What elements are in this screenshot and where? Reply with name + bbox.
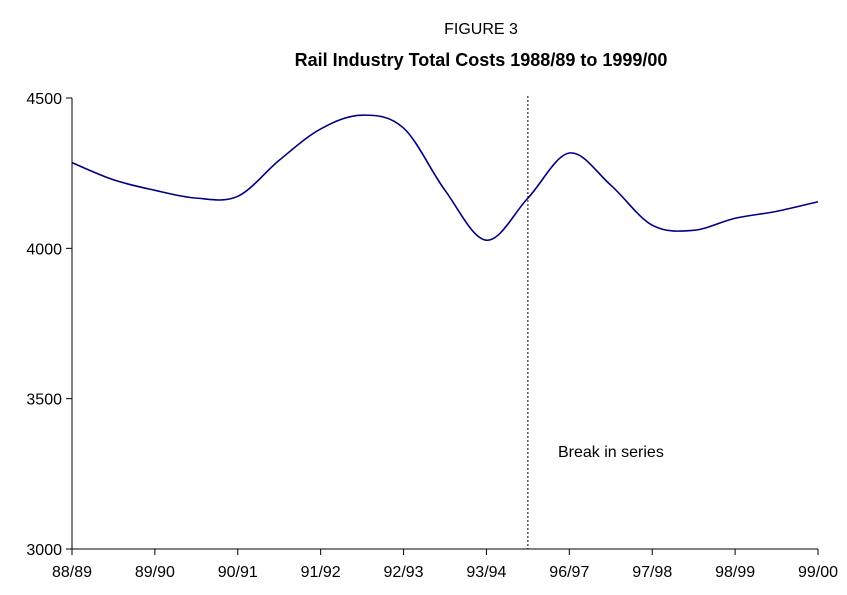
y-tick-label: 3500 (26, 392, 62, 409)
x-tick-label: 92/93 (384, 564, 424, 581)
x-tick-label: 98/99 (715, 564, 755, 581)
y-tick-label: 4500 (26, 91, 62, 108)
y-tick-label: 4000 (26, 241, 62, 258)
x-tick-label: 99/00 (798, 564, 838, 581)
x-tick-label: 97/98 (632, 564, 672, 581)
x-tick-label: 91/92 (301, 564, 341, 581)
x-tick-label: 88/89 (52, 564, 92, 581)
line-series (71, 114, 819, 242)
x-tick-label: 93/94 (466, 564, 506, 581)
y-tick-label: 3000 (26, 542, 62, 559)
x-tick-label: 89/90 (135, 564, 175, 581)
x-tick-label: 90/91 (218, 564, 258, 581)
figure-label: FIGURE 3 (444, 21, 518, 38)
x-tick-label: 96/97 (549, 564, 589, 581)
chart-title: Rail Industry Total Costs 1988/89 to 199… (295, 50, 668, 70)
annotation: Break in series (558, 444, 664, 461)
